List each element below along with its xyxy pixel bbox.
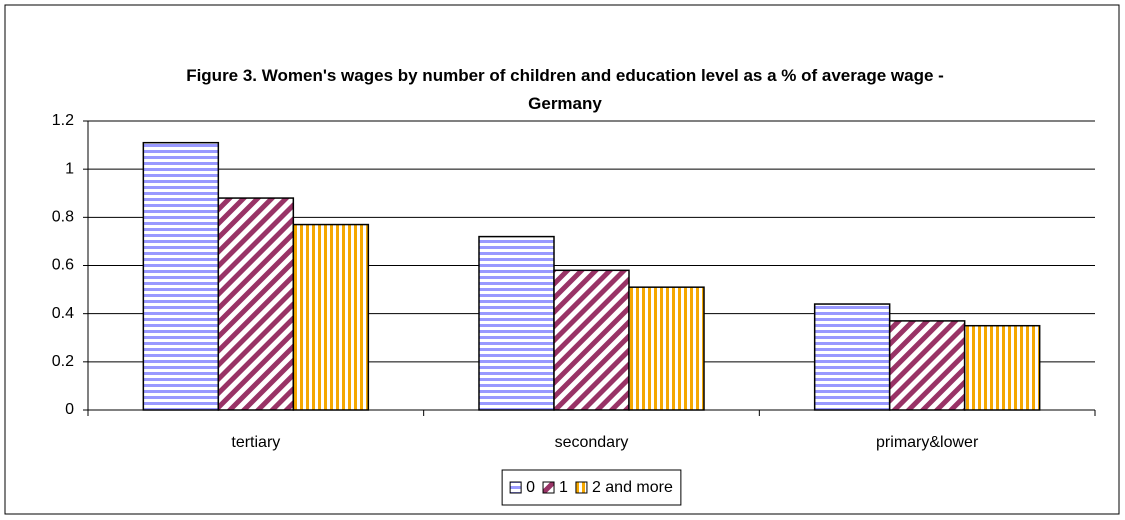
y-tick-label: 1.2	[52, 112, 74, 129]
bar	[553, 269, 630, 411]
bar	[628, 286, 705, 411]
y-tick-label: 0	[65, 401, 74, 418]
y-tick-label: 0.8	[52, 209, 74, 226]
y-tick-label: 0.2	[52, 353, 74, 370]
bar	[217, 197, 295, 411]
legend-label: 0	[526, 479, 535, 496]
legend-swatch	[542, 481, 555, 494]
x-tick-label: secondary	[555, 434, 629, 451]
y-tick-label: 1	[65, 160, 74, 177]
legend-label: 1	[559, 479, 568, 496]
x-tick-label: tertiary	[231, 434, 280, 451]
y-tick-label: 0.6	[52, 257, 74, 274]
bar	[813, 303, 891, 411]
y-tick-label: 0.4	[52, 305, 74, 322]
x-tick-label: primary&lower	[876, 434, 979, 451]
bar	[963, 324, 1041, 411]
legend-box	[501, 469, 682, 506]
legend: 0 1 2 and more	[501, 469, 682, 506]
legend-swatch	[509, 481, 522, 494]
bar	[292, 223, 370, 411]
bar	[142, 141, 220, 411]
bar	[478, 235, 555, 411]
chart-title: Figure 3. Women's wages by number of chi…	[186, 66, 944, 113]
legend-swatch	[575, 481, 588, 494]
legend-label: 2 and more	[592, 479, 673, 496]
bar	[888, 320, 966, 411]
